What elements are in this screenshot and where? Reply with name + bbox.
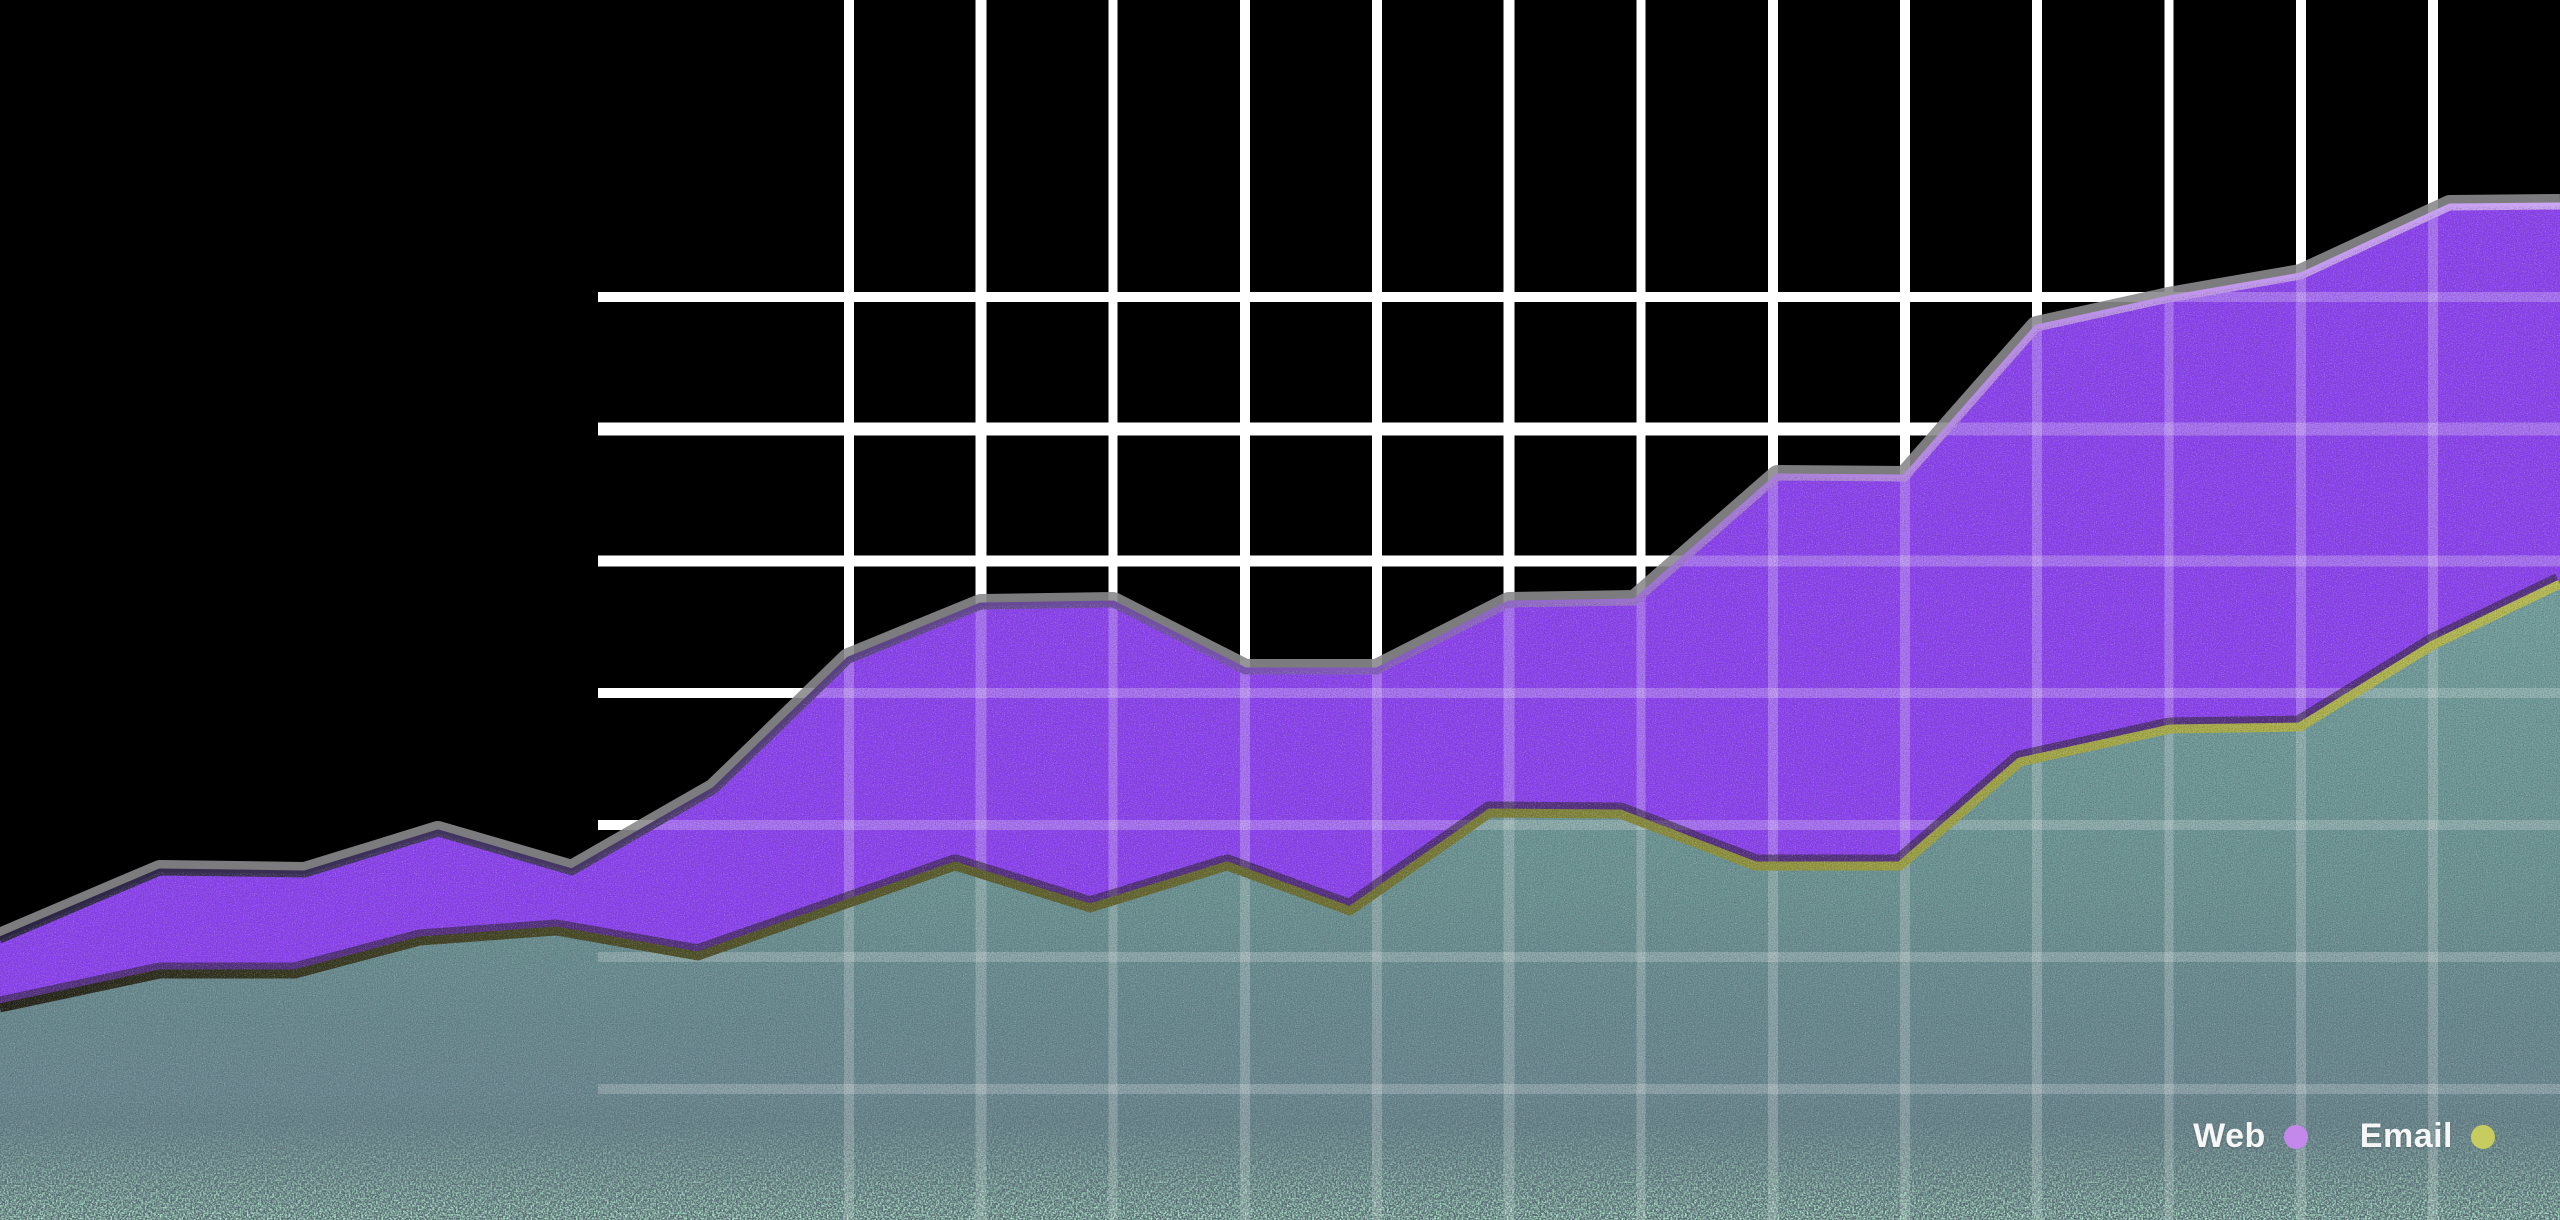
legend-item-web[interactable]: Web bbox=[2193, 1117, 2308, 1156]
legend-label-email: Email bbox=[2359, 1117, 2453, 1155]
chart-legend: Web Email bbox=[2193, 1117, 2495, 1156]
legend-dot-web-icon bbox=[2283, 1124, 2308, 1149]
legend-item-email[interactable]: Email bbox=[2360, 1117, 2495, 1156]
legend-label-web: Web bbox=[2193, 1117, 2266, 1155]
legend-dot-email-icon bbox=[2471, 1124, 2495, 1149]
